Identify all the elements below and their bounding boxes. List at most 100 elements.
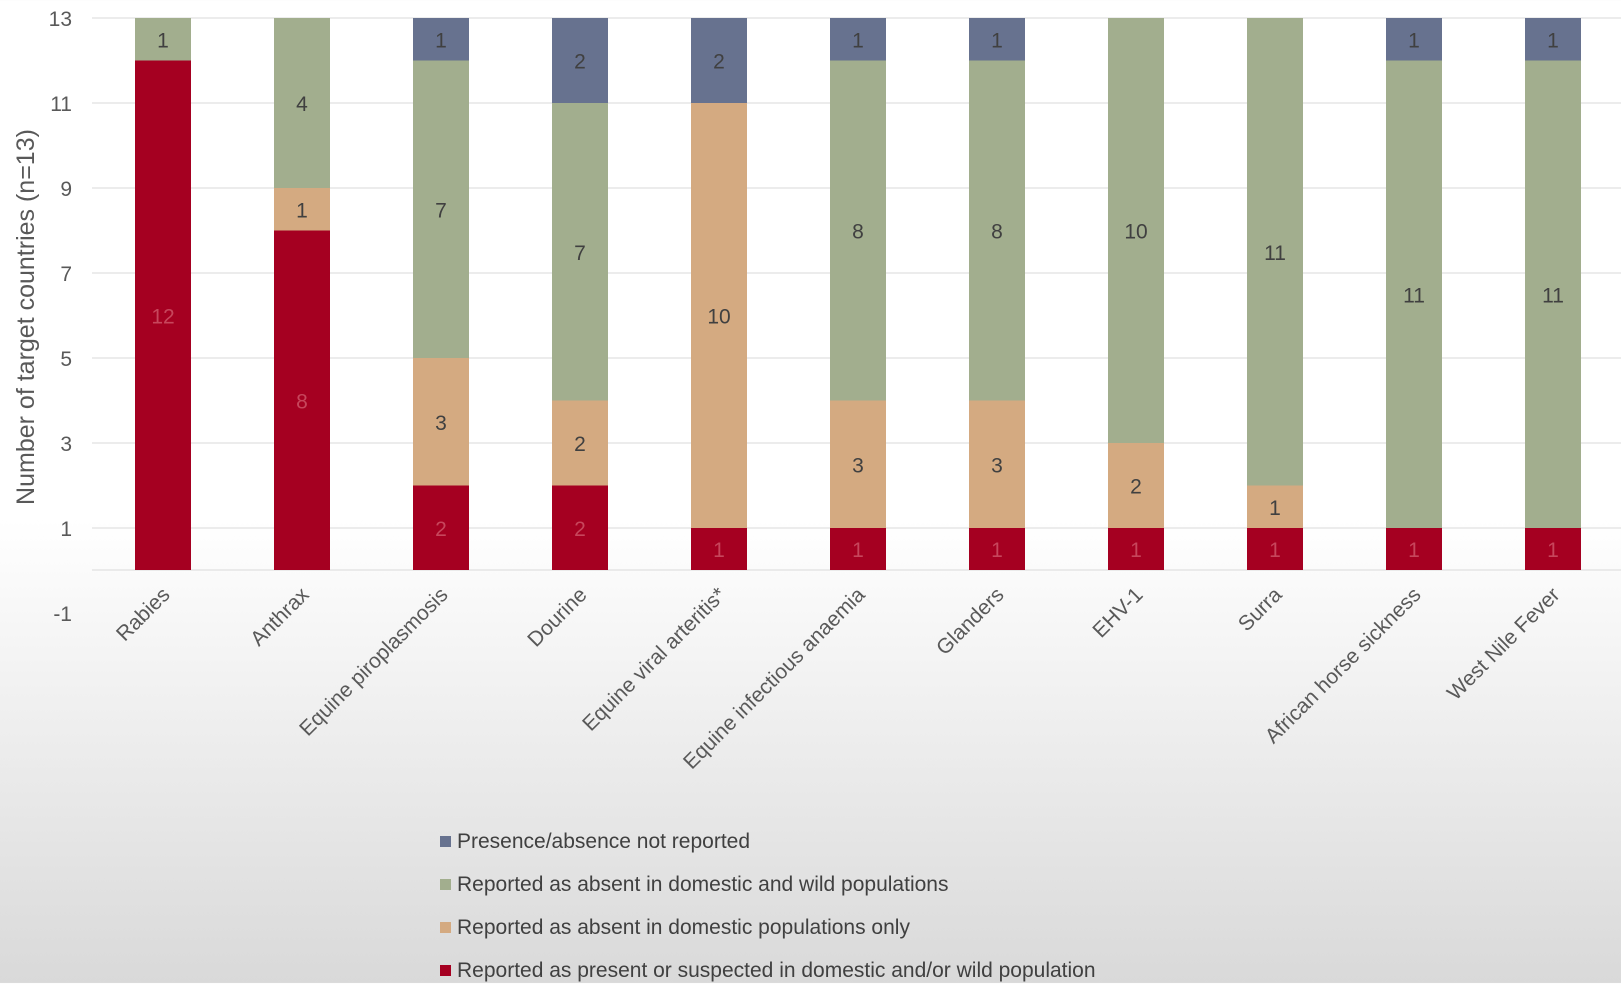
x-tick-label: Dourine (523, 583, 591, 651)
y-tick-label: 11 (50, 93, 72, 116)
bar-segment (135, 18, 191, 61)
data-label: 3 (852, 454, 864, 477)
data-label: 1 (1269, 539, 1281, 562)
legend-item: Reported as present or suspected in dome… (440, 949, 1096, 992)
bar-segment (1108, 443, 1164, 528)
data-label: 1 (1269, 497, 1281, 520)
legend-item: Presence/absence not reported (440, 820, 1096, 863)
data-label: 2 (574, 433, 586, 456)
data-label: 2 (574, 518, 586, 541)
data-label: 11 (1403, 284, 1425, 307)
x-tick-label: Rabies (112, 583, 174, 645)
data-label: 7 (574, 242, 586, 265)
bar-segment (830, 400, 886, 528)
y-tick-label: 9 (60, 178, 72, 201)
bar-segment (1386, 18, 1442, 61)
y-tick-label: 7 (60, 263, 72, 286)
bar-segment (413, 485, 469, 570)
bars: 1218142371227211021381138112101111111111… (135, 18, 1581, 570)
legend-label: Reported as present or suspected in dome… (457, 958, 1096, 982)
bar-segment (969, 400, 1025, 528)
bar-segment (969, 528, 1025, 570)
data-label: 1 (1130, 539, 1142, 562)
data-label: 1 (1408, 29, 1420, 52)
legend-swatch (440, 965, 451, 976)
x-tick-label: African horse sickness (1261, 583, 1426, 748)
data-label: 1 (157, 29, 169, 52)
bar-segment (1386, 528, 1442, 570)
bar-segment (1247, 18, 1303, 486)
data-label: 1 (991, 539, 1003, 562)
legend-item: Reported as absent in domestic populatio… (440, 906, 1096, 949)
data-label: 1 (852, 539, 864, 562)
bar-segment (691, 528, 747, 570)
bar-segment (413, 358, 469, 486)
data-label: 2 (435, 518, 447, 541)
data-label: 10 (707, 306, 730, 329)
legend-swatch (440, 922, 451, 933)
bar-segment (830, 18, 886, 61)
x-tick-label: West Nile Fever (1443, 583, 1565, 705)
data-label: 1 (713, 539, 725, 562)
y-tick-label: 3 (60, 433, 72, 456)
x-tick-label: Anthrax (246, 583, 314, 651)
data-label: 1 (1547, 539, 1559, 562)
x-tick-label: Equine piroplasmosis (295, 583, 452, 740)
bar-segment (413, 60, 469, 358)
y-axis-label: Number of target countries (n=13) (12, 129, 40, 505)
bar-segment (691, 103, 747, 528)
legend-swatch (440, 879, 451, 890)
data-label: 1 (435, 29, 447, 52)
bar-segment (830, 528, 886, 570)
data-label: 10 (1124, 221, 1147, 244)
bar-segment (1247, 485, 1303, 528)
data-label: 8 (296, 390, 308, 413)
bar-segment (274, 230, 330, 570)
bar-segment (1247, 528, 1303, 570)
data-label: 4 (296, 93, 308, 116)
legend-swatch (440, 836, 451, 847)
data-label: 2 (713, 51, 725, 74)
bar-segment (1525, 528, 1581, 570)
bar-segment (135, 60, 191, 570)
data-label: 1 (1408, 539, 1420, 562)
data-label: 3 (991, 454, 1003, 477)
bar-segment (969, 18, 1025, 61)
y-tick-label: -1 (53, 603, 72, 626)
data-label: 1 (991, 29, 1003, 52)
x-tick-label: Equine viral arteritis* (578, 583, 730, 735)
data-label: 11 (1264, 242, 1286, 265)
bar-segment (413, 18, 469, 61)
bar-segment (1525, 18, 1581, 61)
data-label: 2 (1130, 476, 1142, 499)
data-label: 3 (435, 412, 447, 435)
legend: Presence/absence not reported Reported as… (440, 820, 1096, 992)
x-tick-label: Surra (1234, 583, 1287, 636)
bar-segment (274, 188, 330, 231)
bar-segment (552, 103, 608, 401)
bar-segment (1108, 18, 1164, 443)
bar-segment (552, 400, 608, 486)
data-label: 12 (151, 305, 174, 328)
bar-segment (274, 18, 330, 188)
bar-segment (1386, 60, 1442, 528)
bar-segment (552, 485, 608, 570)
x-tick-label: EHV-1 (1088, 583, 1147, 642)
data-label: 7 (435, 199, 447, 222)
data-label: 1 (296, 199, 308, 222)
data-label: 8 (852, 221, 864, 244)
legend-label: Reported as absent in domestic populatio… (457, 915, 910, 939)
bar-segment (552, 18, 608, 103)
y-tick-label: 13 (49, 8, 72, 31)
bar-segment (969, 60, 1025, 401)
y-tick-label: 5 (60, 348, 72, 371)
bar-segment (830, 60, 886, 401)
y-tick-label: 1 (60, 518, 72, 541)
bar-segment (691, 18, 747, 103)
bar-segment (1525, 60, 1581, 528)
data-label: 11 (1542, 284, 1564, 307)
data-label: 1 (852, 29, 864, 52)
